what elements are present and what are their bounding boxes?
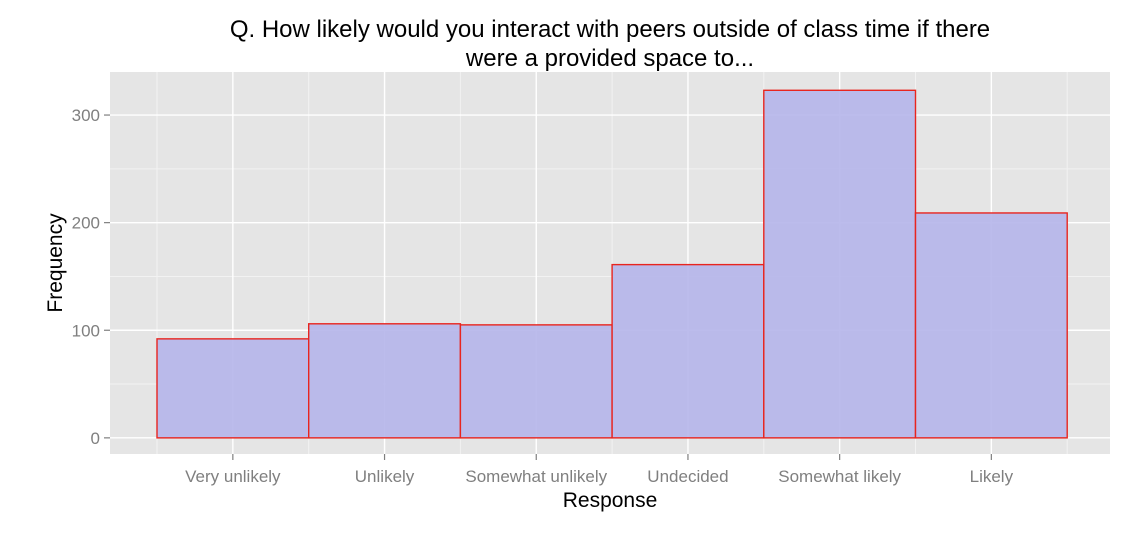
x-tick-label: Likely xyxy=(970,467,1014,486)
y-axis-title: Frequency xyxy=(44,213,67,313)
y-axis: 0 100 200 300 xyxy=(72,106,110,448)
x-tick-label: Very unlikely xyxy=(185,467,281,486)
x-tick-label: Somewhat unlikely xyxy=(465,467,607,486)
y-tick-label: 0 xyxy=(91,429,100,448)
y-tick-label: 300 xyxy=(72,106,100,125)
x-tick-label: Undecided xyxy=(647,467,728,486)
x-axis: Very unlikely Unlikely Somewhat unlikely Un… xyxy=(185,454,1014,486)
y-tick-label: 200 xyxy=(72,214,100,233)
x-axis-title: Response xyxy=(563,489,658,512)
bar xyxy=(156,338,310,439)
bars xyxy=(156,89,1068,439)
x-tick-label: Somewhat likely xyxy=(778,467,901,486)
bar xyxy=(611,263,765,439)
x-tick-label: Unlikely xyxy=(355,467,415,486)
chart-title-line-1: Q. How likely would you interact with pe… xyxy=(230,16,990,43)
bar xyxy=(459,324,613,439)
y-tick-label: 100 xyxy=(72,321,100,340)
bar xyxy=(308,323,462,439)
bar xyxy=(914,212,1068,439)
bar xyxy=(763,89,917,439)
chart-title: Q. How likely would you interact with pe… xyxy=(230,16,990,72)
chart-title-line-2: were a provided space to... xyxy=(465,45,754,72)
